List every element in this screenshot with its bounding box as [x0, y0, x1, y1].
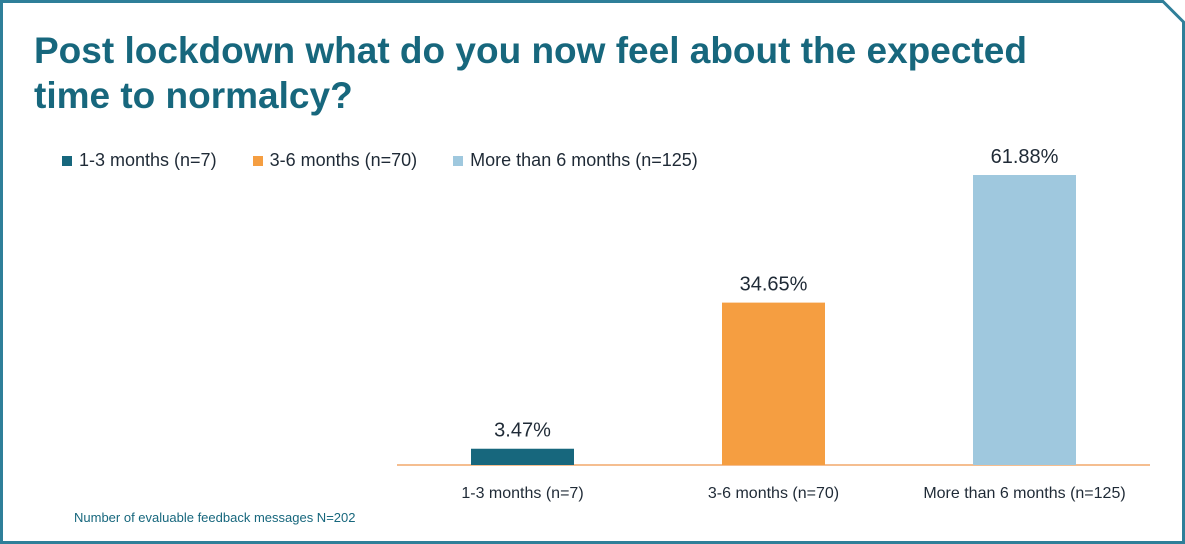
legend-item-more-than-6-months: More than 6 months (n=125)	[453, 150, 698, 171]
legend-item-3-6-months: 3-6 months (n=70)	[252, 150, 418, 171]
bar	[471, 448, 574, 465]
data-label: 61.88%	[991, 146, 1059, 168]
footnote: Number of evaluable feedback messages N=…	[74, 510, 356, 525]
data-label: 34.65%	[740, 274, 808, 296]
legend-label: 3-6 months (n=70)	[269, 150, 418, 170]
legend-swatch	[252, 155, 263, 166]
legend-swatch	[453, 155, 464, 166]
legend-item-1-3-months: 1-3 months (n=7)	[62, 150, 217, 171]
legend-swatch	[62, 155, 72, 166]
chart-title: Post lockdown what do you now feel about…	[34, 30, 1027, 116]
data-label: 3.47%	[494, 420, 551, 442]
legend-label: More than 6 months (n=125)	[470, 150, 698, 170]
x-tick-label: 1-3 months (n=7)	[461, 485, 583, 502]
x-tick-label: 3-6 months (n=70)	[708, 485, 839, 502]
bar	[722, 302, 825, 465]
x-tick-label: More than 6 months (n=125)	[923, 485, 1125, 502]
legend-label: 1-3 months (n=7)	[79, 150, 217, 170]
bar	[973, 175, 1076, 465]
legend: 1-3 months (n=7) 3-6 months (n=70) More …	[62, 150, 734, 171]
